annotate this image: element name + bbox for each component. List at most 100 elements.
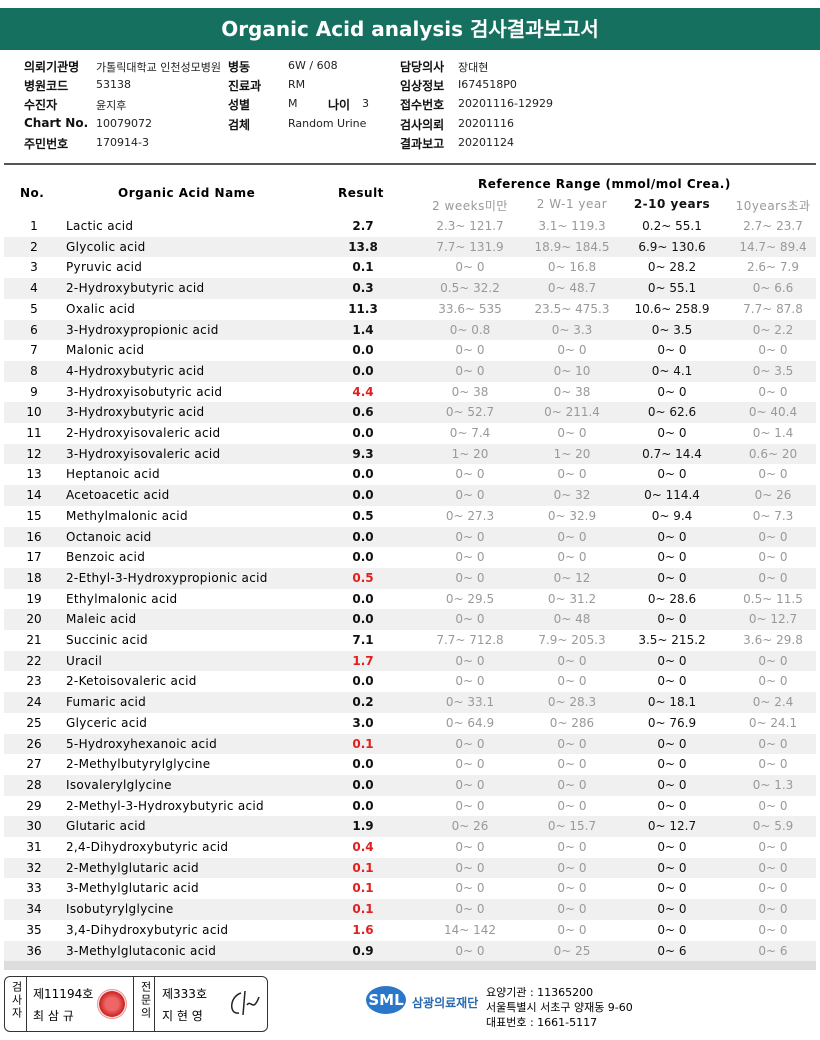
table-row: 16 Octanoic acid 0.0 0~ 0 0~ 0 0~ 0 0~ 0 bbox=[4, 526, 816, 548]
acid-name: Pyruvic acid bbox=[66, 260, 143, 275]
reference-range: 0~ 0 bbox=[657, 612, 687, 627]
table-row: 22 Uracil 1.7 0~ 0 0~ 0 0~ 0 0~ 0 bbox=[4, 650, 816, 672]
reference-range: 0~ 0 bbox=[557, 798, 587, 813]
logo: SML bbox=[366, 986, 406, 1014]
reference-range: 0~ 25 bbox=[553, 943, 591, 958]
info-label: 병동 bbox=[228, 60, 251, 74]
result: 0.0 bbox=[352, 343, 374, 358]
reference-range: 0~ 114.4 bbox=[644, 488, 700, 503]
address-line: 대표번호 : 1661-5117 bbox=[486, 1016, 598, 1029]
reference-range: 18.9~ 184.5 bbox=[534, 239, 610, 254]
table-row: 33 3-Methylglutaric acid 0.1 0~ 0 0~ 0 0~ 0 0~… bbox=[4, 878, 816, 900]
info-value: 20201116-12929 bbox=[458, 97, 553, 110]
reference-range: 0~ 32 bbox=[553, 488, 591, 503]
row-no: 32 bbox=[26, 860, 42, 875]
acid-name: Oxalic acid bbox=[66, 301, 136, 316]
seal bbox=[97, 989, 127, 1019]
reference-range: 0~ 0 bbox=[758, 860, 788, 875]
reference-range: 0~ 12 bbox=[553, 570, 591, 585]
reference-range: 1~ 20 bbox=[553, 446, 591, 461]
info-value: 3 bbox=[362, 97, 369, 110]
acid-name: Uracil bbox=[66, 653, 103, 668]
table-row: 36 3-Methylglutaconic acid 0.9 0~ 0 0~ 25 0~ … bbox=[4, 940, 816, 962]
table-row: 19 Ethylmalonic acid 0.0 0~ 29.5 0~ 31.2 0~ 2… bbox=[4, 588, 816, 610]
row-no: 24 bbox=[26, 695, 42, 710]
reference-range: 0~ 3.5 bbox=[752, 363, 794, 378]
reference-range: 0~ 0 bbox=[657, 343, 687, 358]
row-no: 28 bbox=[26, 777, 42, 792]
row-no: 5 bbox=[30, 301, 38, 316]
reference-range: 0~ 62.6 bbox=[647, 405, 697, 420]
reference-range: 0~ 0 bbox=[455, 570, 485, 585]
reference-range: 0~ 2.4 bbox=[752, 695, 794, 710]
acid-name: 3-Methylglutaric acid bbox=[66, 881, 199, 896]
result: 0.0 bbox=[352, 757, 374, 772]
row-no: 27 bbox=[26, 757, 42, 772]
acid-name: 2-Ethyl-3-Hydroxypropionic acid bbox=[66, 570, 268, 585]
info-label: 담당의사 bbox=[400, 60, 445, 74]
table-row: 13 Heptanoic acid 0.0 0~ 0 0~ 0 0~ 0 0~ 0 bbox=[4, 464, 816, 486]
reference-range: 0~ 18.1 bbox=[647, 695, 697, 710]
row-no: 1 bbox=[30, 219, 38, 233]
row-no: 8 bbox=[30, 363, 38, 378]
row-no: 17 bbox=[26, 550, 42, 565]
reference-range: 0~ 1.3 bbox=[752, 777, 794, 792]
acid-name: 2-Hydroxyisovaleric acid bbox=[66, 426, 221, 440]
range-header: 2 weeks미만 bbox=[432, 199, 508, 213]
reference-range: 0~ 0 bbox=[557, 922, 587, 937]
row-no: 31 bbox=[26, 840, 42, 854]
reference-range: 0~ 15.7 bbox=[547, 819, 597, 834]
row-no: 13 bbox=[26, 467, 42, 482]
reference-range: 0~ 0 bbox=[455, 881, 485, 896]
info-value: 20201116 bbox=[458, 117, 514, 130]
acid-name: 3-Hydroxyisovaleric acid bbox=[66, 446, 221, 461]
stamp-box: 검사자 제11194호 최 삼 규 전문의 제333호 지 현 영 bbox=[4, 976, 268, 1032]
specialist-license: 제333호 bbox=[162, 987, 207, 1001]
table-row: 4 2-Hydroxybutyric acid 0.3 0.5~ 32.2 0~ 48.… bbox=[4, 278, 816, 299]
info-label: 진료과 bbox=[228, 79, 262, 93]
result: 11.3 bbox=[348, 301, 378, 316]
reference-range: 0~ 0 bbox=[657, 529, 687, 544]
reference-range: 0~ 38 bbox=[553, 384, 591, 399]
reference-range: 14~ 142 bbox=[443, 922, 497, 937]
reference-range: 0~ 0 bbox=[557, 902, 587, 917]
reference-range: 0~ 0 bbox=[557, 343, 587, 358]
info-label: 접수번호 bbox=[400, 98, 445, 112]
reference-range: 0~ 0 bbox=[557, 757, 587, 772]
reference-range: 0~ 0 bbox=[455, 363, 485, 378]
reference-range: 0~ 52.7 bbox=[445, 405, 495, 420]
info-value: 6W / 608 bbox=[288, 59, 338, 72]
result: 0.0 bbox=[352, 363, 374, 378]
info-label: 검사의뢰 bbox=[400, 118, 445, 132]
acid-name: 4-Hydroxybutyric acid bbox=[66, 363, 205, 378]
reference-range: 0~ 0 bbox=[657, 467, 687, 482]
acid-name: Lactic acid bbox=[66, 219, 134, 233]
reference-range: 0.2~ 55.1 bbox=[642, 219, 702, 233]
reference-range: 3.5~ 215.2 bbox=[638, 633, 706, 647]
reference-range: 0.5~ 32.2 bbox=[440, 281, 500, 296]
examiner-name: 최 삼 규 bbox=[33, 1009, 74, 1023]
acid-name: 2-Methyl-3-Hydroxybutyric acid bbox=[66, 798, 264, 813]
result: 0.5 bbox=[352, 508, 374, 523]
table-row: 3 Pyruvic acid 0.1 0~ 0 0~ 16.8 0~ 28.2 2.6~ 7… bbox=[4, 257, 816, 279]
reference-range: 0~ 0 bbox=[657, 550, 687, 565]
table-row: 5 Oxalic acid 11.3 33.6~ 535 23.5~ 475.3 10.6… bbox=[4, 298, 816, 320]
col-header: Result bbox=[338, 186, 384, 200]
table-row: 2 Glycolic acid 13.8 7.7~ 131.9 18.9~ 184.5 6… bbox=[4, 236, 816, 258]
reference-range: 0~ 6 bbox=[657, 943, 687, 958]
result: 1.6 bbox=[352, 922, 374, 937]
address-line: 서울특별시 서초구 양재동 9-60 bbox=[486, 1001, 633, 1014]
info-label: 수진자 bbox=[24, 98, 58, 112]
info-label: 임상정보 bbox=[400, 79, 445, 93]
row-no: 6 bbox=[30, 322, 38, 337]
acid-name: Ethylmalonic acid bbox=[66, 591, 178, 606]
reference-range: 0~ 26 bbox=[754, 488, 792, 503]
reference-range: 0~ 2.2 bbox=[752, 322, 794, 337]
info-value: Random Urine bbox=[288, 117, 367, 130]
row-no: 34 bbox=[26, 902, 42, 917]
acid-name: 2-Ketoisovaleric acid bbox=[66, 674, 197, 689]
info-label: 성별 bbox=[228, 98, 251, 112]
table-row: 1 Lactic acid 2.7 2.3~ 121.7 3.1~ 119.3 0.2~ … bbox=[4, 216, 816, 237]
row-no: 4 bbox=[30, 281, 38, 296]
acid-name: Isobutyrylglycine bbox=[66, 902, 174, 917]
